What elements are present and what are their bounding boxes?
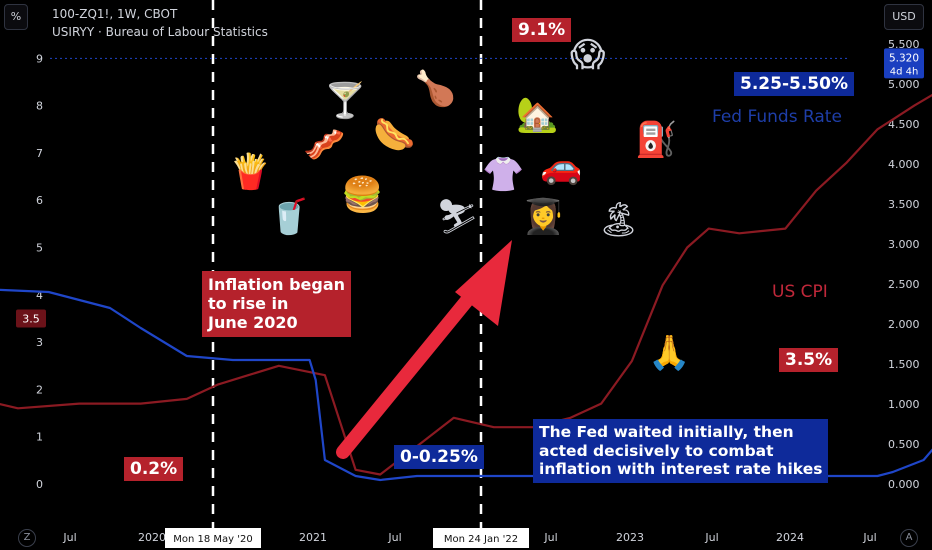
ffr-price-tag-box: [884, 48, 924, 79]
cocktail-emoji: 🍸: [324, 81, 367, 121]
right-axis-tick: 1.000: [888, 398, 920, 411]
cpi-series-title: US CPI: [772, 282, 828, 302]
hotdog-emoji: 🌭: [373, 115, 416, 155]
right-axis-tick: 3.000: [888, 238, 920, 251]
currency-button[interactable]: USD: [884, 4, 924, 30]
house-emoji: 🏡: [516, 95, 559, 135]
right-axis-tick: 3.500: [888, 198, 920, 211]
left-axis-tick: 8: [36, 100, 43, 113]
x-axis-tick: Jul: [387, 531, 401, 544]
right-axis-tick: 1.500: [888, 358, 920, 371]
right-axis-tick: 0.000: [888, 478, 920, 491]
left-axis-tick: 9: [36, 52, 43, 65]
fed-note-line-1: The Fed waited initially, then: [539, 423, 794, 441]
ffr-price-tag-countdown: 4d 4h: [890, 66, 919, 77]
right-axis-tick: 4.000: [888, 158, 920, 171]
left-axis-tick: 1: [36, 431, 43, 444]
island-emoji: 🏝: [597, 200, 641, 240]
left-axis-tick: 2: [36, 383, 43, 396]
inflation-note: Inflation began to rise in June 2020: [202, 271, 352, 337]
fries-emoji: 🍟: [229, 152, 272, 192]
right-axis-tick: 5.000: [888, 78, 920, 91]
cpi-now-label: 3.5%: [779, 348, 839, 373]
burger-emoji: 🍔: [341, 175, 384, 215]
inflation-note-line-1: Inflation began: [208, 275, 346, 294]
bacon-emoji: 🥓: [303, 125, 346, 165]
shirt-emoji: 👚: [482, 155, 525, 195]
scream-emoji: 😱: [570, 35, 606, 75]
x-axis-tick: 2024: [776, 531, 804, 544]
left-axis-tick: 6: [36, 194, 43, 207]
ffr-zero-label: 0-0.25%: [394, 445, 484, 470]
percent-button[interactable]: %: [4, 4, 28, 30]
student-emoji: 👩‍🎓: [522, 197, 565, 237]
skier-emoji: ⛷: [436, 197, 480, 237]
x-axis-tick: 2020: [138, 531, 166, 544]
ffr-line: [0, 288, 932, 482]
cpi-low-label: 0.2%: [124, 457, 184, 482]
drink-emoji: 🥤: [268, 197, 311, 237]
ffr-series-title: Fed Funds Rate: [712, 107, 842, 127]
fed-note-line-3: inflation with interest rate hikes: [539, 460, 823, 479]
crosshair-date-label: Mon 24 Jan '22: [444, 534, 518, 545]
inflation-note-line-2: to rise in: [208, 294, 289, 314]
pray-emoji: 🙏: [648, 333, 691, 373]
symbol-subtitle: USIRYY · Bureau of Labour Statistics: [52, 25, 268, 39]
crosshair-date-label: Mon 18 May '20: [173, 534, 253, 545]
crosshair-date-box: [433, 528, 529, 548]
crosshair-date-box: [165, 528, 261, 548]
fed-note: The Fed waited initially, then acted dec…: [533, 419, 829, 483]
left-axis-tick: 7: [36, 147, 43, 160]
zoom-corner-button[interactable]: Z: [18, 529, 36, 547]
cpi-line: [0, 93, 932, 476]
left-axis-tick: 5: [36, 242, 43, 255]
left-axis-tick: 4: [36, 289, 43, 302]
x-axis-tick: Jul: [704, 531, 718, 544]
symbol-title: 100-ZQ1!, 1W, CBOT: [52, 7, 178, 21]
x-axis-tick: 2021: [299, 531, 327, 544]
right-axis-tick: 4.500: [888, 118, 920, 131]
auto-scale-button[interactable]: A: [900, 529, 918, 547]
x-axis-tick: Jul: [862, 531, 876, 544]
arrow-shaft: [336, 280, 485, 459]
x-axis-tick: Jul: [543, 531, 557, 544]
right-axis-tick: 2.000: [888, 318, 920, 331]
x-axis-tick: Jul: [62, 531, 76, 544]
left-axis-tick: 0: [36, 478, 43, 491]
ffr-range-label: 5.25-5.50%: [734, 72, 854, 97]
right-axis-tick: 0.500: [888, 438, 920, 451]
car-emoji: 🚗: [540, 147, 583, 187]
arrow-head: [455, 240, 512, 326]
drumstick-emoji: 🍗: [414, 69, 457, 109]
fed-note-line-2: acted decisively to combat: [539, 441, 774, 460]
right-axis-tick: 2.500: [888, 278, 920, 291]
cpi-peak-label: 9.1%: [512, 18, 572, 43]
inflation-note-line-3: June 2020: [208, 313, 298, 333]
fuel-emoji: ⛽: [635, 120, 678, 160]
right-axis-tick: 5.500: [888, 38, 920, 51]
x-axis-tick: 2023: [616, 531, 644, 544]
left-axis-tick: 3: [36, 336, 43, 349]
cpi-price-tag-box: [16, 309, 46, 328]
cpi-price-tag-label: 3.5: [22, 312, 40, 325]
ffr-price-tag-value: 5.320: [889, 52, 919, 64]
